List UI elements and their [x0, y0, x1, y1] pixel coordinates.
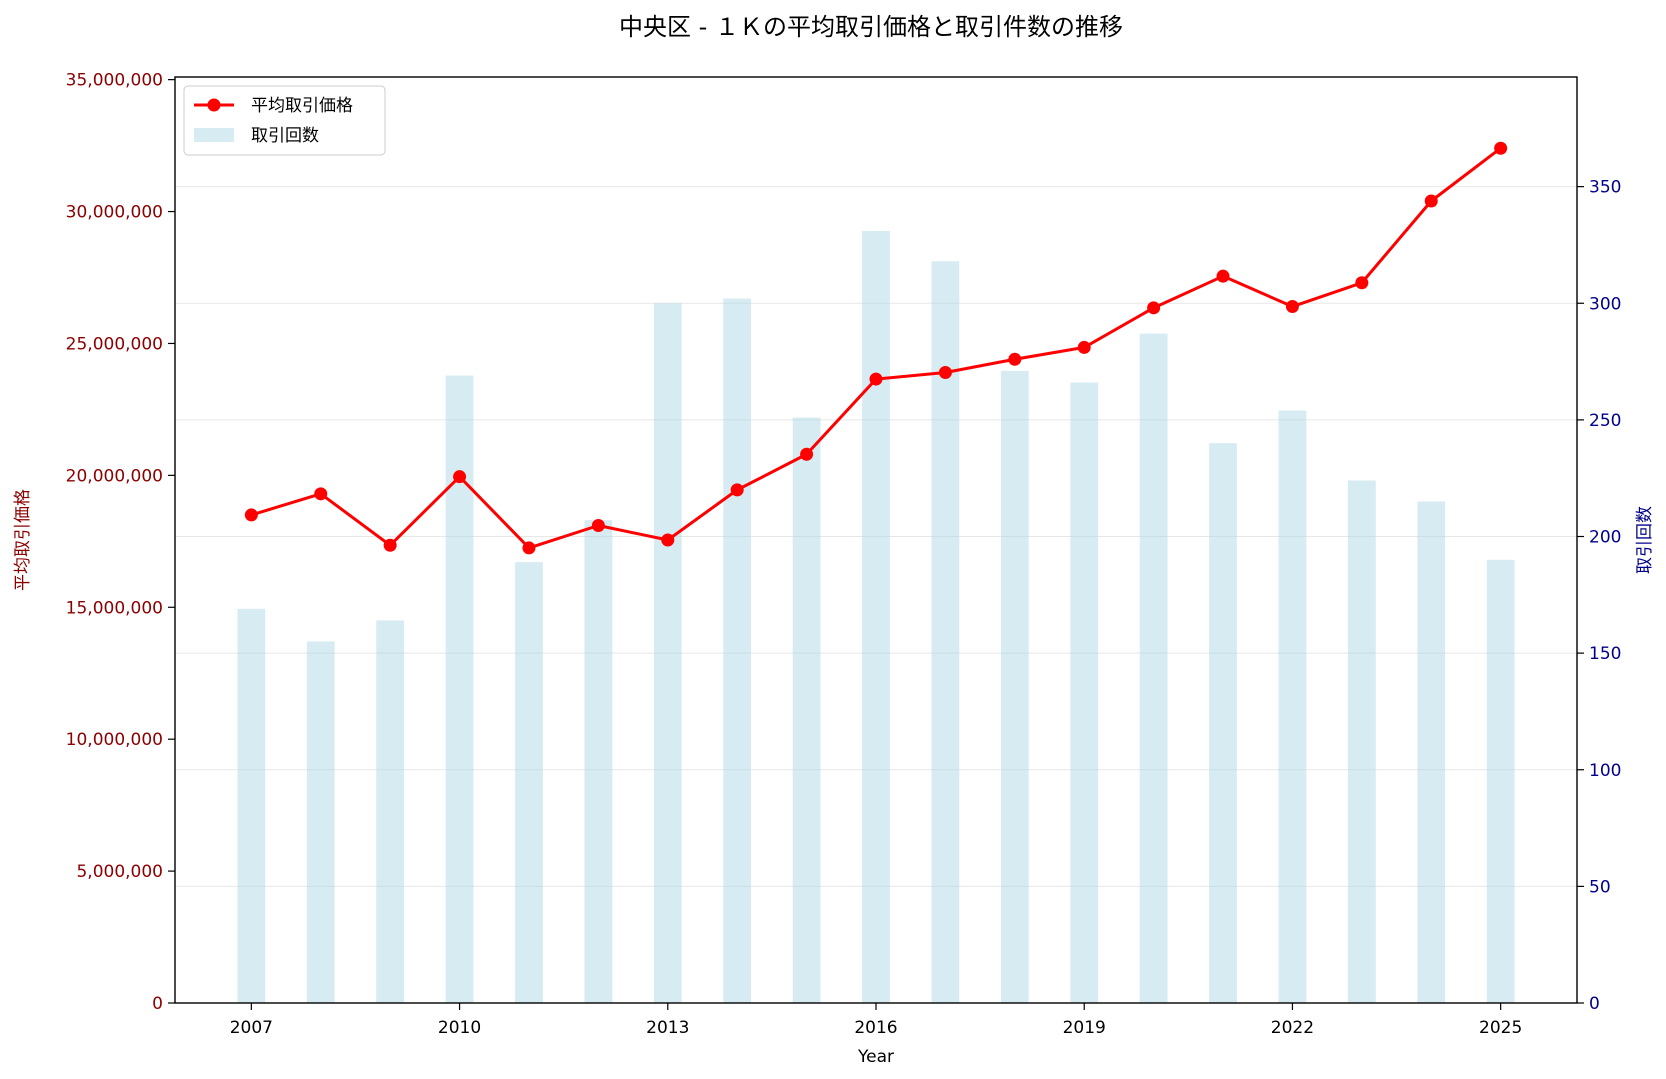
right-tick-label: 350 [1589, 178, 1621, 198]
right-tick-label: 300 [1589, 294, 1621, 314]
x-tick-label: 2007 [230, 1018, 273, 1038]
point-2019 [1077, 340, 1091, 354]
left-tick-label: 25,000,000 [66, 334, 163, 354]
point-2024 [1424, 194, 1438, 208]
point-2014 [730, 483, 744, 497]
point-2008 [314, 487, 328, 501]
left-tick-label: 30,000,000 [66, 203, 163, 223]
right-tick-label: 200 [1589, 528, 1621, 548]
x-tick-label: 2016 [854, 1018, 897, 1038]
right-tick-label: 250 [1589, 411, 1621, 431]
point-2009 [383, 538, 397, 552]
right-tick-label: 50 [1589, 877, 1611, 897]
line-series [244, 141, 1508, 555]
point-2025 [1494, 141, 1508, 155]
x-tick-label: 2013 [646, 1018, 689, 1038]
bar-2025 [1486, 559, 1515, 1003]
bar-2022 [1278, 410, 1307, 1003]
bar-2016 [862, 230, 890, 1003]
x-axis: 2007 2010 2013 2016 2019 2022 2025 [230, 1003, 1522, 1038]
right-tick-label: 150 [1589, 644, 1621, 664]
right-axis: 0 50 100 150 200 250 300 350 [1577, 178, 1621, 1014]
bar-2021 [1209, 443, 1237, 1003]
left-tick-label: 5,000,000 [76, 862, 163, 882]
left-tick-label: 20,000,000 [66, 466, 163, 486]
bar-2020 [1139, 333, 1168, 1003]
x-tick-label: 2010 [438, 1018, 481, 1038]
point-2010 [453, 470, 467, 484]
left-tick-label: 35,000,000 [66, 71, 163, 91]
point-2020 [1147, 301, 1161, 315]
chart-title: 中央区 - １Ｋの平均取引価格と取引件数の推移 [619, 13, 1123, 41]
bar-2018 [1000, 370, 1029, 1004]
bar-2009 [376, 620, 405, 1003]
left-axis: 0 5,000,000 10,000,000 15,000,000 20,000,000… [66, 71, 175, 1014]
x-tick-label: 2025 [1479, 1018, 1522, 1038]
bar-2013 [653, 303, 682, 1003]
bar-2008 [306, 641, 335, 1003]
point-2011 [522, 541, 536, 555]
bar-2014 [723, 298, 752, 1003]
right-axis-label: 取引回数 [1635, 506, 1655, 574]
x-tick-label: 2022 [1271, 1018, 1314, 1038]
x-axis-label: Year [857, 1047, 894, 1067]
left-tick-label: 15,000,000 [66, 598, 163, 618]
bar-2019 [1070, 382, 1099, 1004]
point-2022 [1285, 300, 1299, 314]
bar-2023 [1347, 480, 1376, 1003]
point-2023 [1355, 276, 1369, 290]
left-tick-label: 10,000,000 [66, 730, 163, 750]
bar-2017 [931, 261, 960, 1004]
point-2021 [1216, 269, 1230, 283]
point-2013 [661, 533, 675, 547]
legend-line-marker [207, 98, 221, 112]
legend-label-count: 取引回数 [251, 126, 319, 146]
point-2016 [869, 372, 883, 386]
right-tick-label: 0 [1589, 994, 1600, 1014]
bar-2024 [1417, 501, 1446, 1003]
bar-series [237, 230, 1515, 1004]
point-2007 [244, 508, 258, 522]
legend-bar-swatch [194, 128, 234, 142]
bar-2015 [792, 417, 821, 1003]
point-2012 [591, 518, 605, 532]
legend: 平均取引価格 取引回数 [183, 85, 386, 156]
bar-2007 [237, 608, 266, 1003]
left-axis-label: 平均取引価格 [13, 489, 33, 591]
point-2015 [800, 447, 814, 461]
bar-2010 [445, 375, 474, 1003]
right-tick-label: 100 [1589, 761, 1621, 781]
legend-box [183, 85, 386, 156]
left-tick-label: 0 [152, 994, 163, 1014]
legend-label-price: 平均取引価格 [251, 96, 353, 116]
x-tick-label: 2019 [1063, 1018, 1106, 1038]
bar-2012 [584, 520, 613, 1003]
bar-2011 [515, 562, 543, 1003]
point-2018 [1008, 352, 1022, 366]
point-2017 [938, 365, 952, 379]
